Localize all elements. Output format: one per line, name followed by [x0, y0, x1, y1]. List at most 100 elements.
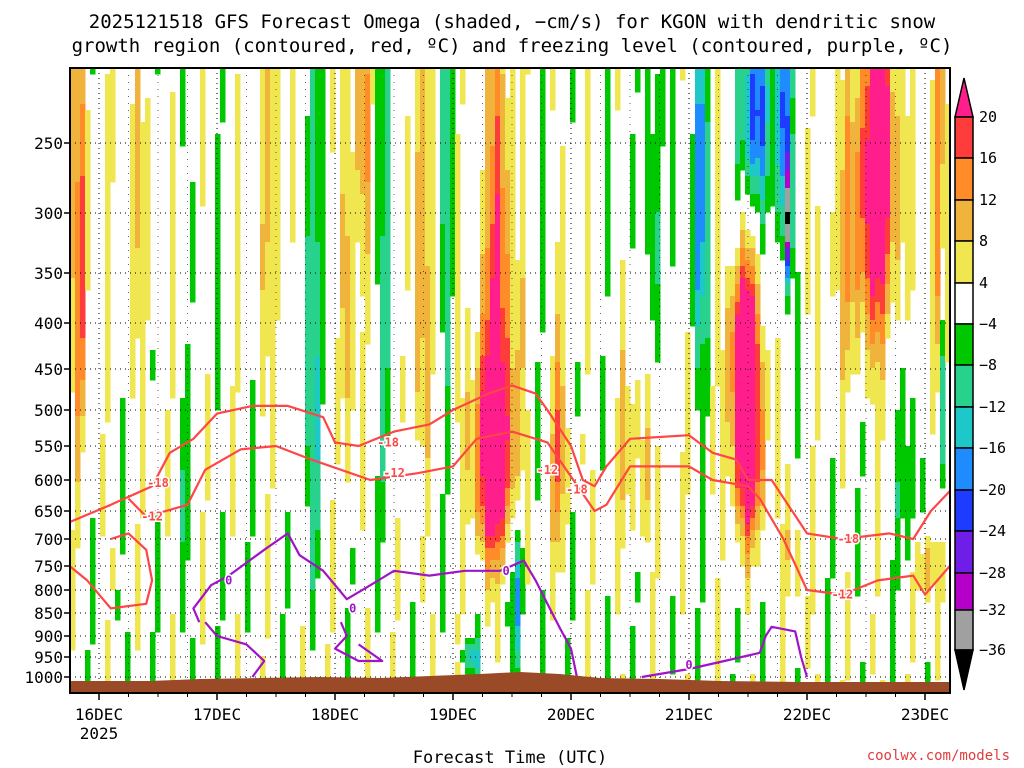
- omega-cell-4323: [585, 212, 591, 219]
- omega-cell-10: [70, 128, 76, 135]
- omega-cell-4179: [560, 248, 566, 255]
- omega-cell-3276: [485, 218, 491, 225]
- omega-cell-2087: [360, 104, 366, 111]
- omega-cell-2322: [380, 320, 386, 327]
- omega-cell-3769: [510, 494, 516, 501]
- omega-cell-4324: [585, 218, 591, 225]
- omega-cell-53: [70, 386, 76, 393]
- omega-cell-2037: [350, 356, 356, 363]
- omega-cell-3619: [500, 578, 506, 585]
- omega-cell-4162: [560, 146, 566, 153]
- omega-cell-4282: [570, 602, 576, 609]
- omega-cell-69: [70, 620, 76, 627]
- omega-cell-2777: [430, 644, 436, 651]
- omega-cell-2696: [425, 392, 431, 399]
- omega-cell-3947: [525, 458, 531, 465]
- omega-cell-1761: [320, 182, 326, 189]
- omega-cell-3322: [485, 494, 491, 501]
- omega-cell-1260: [265, 194, 271, 201]
- omega-cell-4767: [650, 656, 656, 663]
- omega-cell-1360: [270, 362, 276, 369]
- omega-cell-3320: [485, 482, 491, 489]
- omega-cell-3386: [490, 320, 496, 327]
- omega-cell-1403: [275, 200, 281, 207]
- omega-cell-831: [185, 368, 191, 375]
- omega-cell-4232: [560, 566, 566, 573]
- omega-cell-1646: [310, 590, 316, 597]
- omega-cell-1454: [290, 74, 296, 81]
- omega-cell-679: [155, 572, 161, 579]
- omega-cell-3678: [505, 446, 511, 453]
- omega-cell-2617: [420, 362, 426, 369]
- omega-cell-4601: [630, 452, 636, 459]
- omega-cell-1199: [260, 218, 266, 225]
- omega-cell-4202: [560, 386, 566, 393]
- omega-cell-2123: [360, 356, 366, 363]
- omega-cell-4349: [585, 368, 591, 375]
- omega-cell-1936: [345, 170, 351, 177]
- omega-cell-3576: [500, 320, 506, 327]
- omega-cell-4020: [540, 242, 546, 249]
- omega-cell-4177: [560, 236, 566, 243]
- omega-cell-822: [180, 602, 186, 609]
- omega-cell-368: [110, 80, 116, 87]
- omega-cell-3169: [475, 536, 481, 543]
- omega-cell-3264: [485, 146, 491, 153]
- omega-cell-2023: [350, 272, 356, 279]
- omega-cell-3285: [485, 272, 491, 279]
- omega-cell-2282: [380, 80, 386, 87]
- omega-cell-1971: [345, 380, 351, 387]
- omega-cell-4570: [625, 470, 631, 477]
- omega-cell-1604: [310, 338, 316, 345]
- omega-cell-3499: [495, 452, 501, 459]
- omega-cell-958: [215, 146, 221, 153]
- omega-cell-718: [170, 140, 176, 147]
- omega-cell-4382: [590, 554, 596, 561]
- omega-cell-1245: [265, 104, 271, 111]
- omega-cell-661: [150, 656, 156, 663]
- omega-cell-4528: [620, 404, 626, 411]
- omega-cell-1297: [265, 554, 271, 561]
- omega-cell-2774: [430, 626, 436, 633]
- omega-cell-994: [215, 362, 221, 369]
- omega-cell-2741: [430, 188, 436, 195]
- omega-cell-2033: [350, 332, 356, 339]
- omega-cell-1333: [270, 200, 276, 207]
- omega-cell-1911: [340, 350, 346, 357]
- omega-cell-3039: [460, 482, 466, 489]
- omega-cell-499: [135, 164, 141, 171]
- omega-cell-3588: [500, 392, 506, 399]
- omega-cell-1135: [245, 554, 251, 561]
- omega-cell-1889: [340, 218, 346, 225]
- omega-cell-1308: [265, 620, 271, 627]
- omega-cell-4662: [640, 530, 646, 537]
- omega-cell-3143: [475, 380, 481, 387]
- omega-cell-3870: [520, 128, 526, 135]
- omega-cell-230: [85, 182, 91, 189]
- omega-cell-1038: [220, 602, 226, 609]
- omega-cell-217: [80, 446, 86, 453]
- omega-cell-507: [135, 212, 141, 219]
- omega-cell-3509: [495, 512, 501, 519]
- omega-cell-3019: [460, 68, 466, 75]
- omega-cell-312: [105, 176, 111, 183]
- omega-cell-998: [215, 386, 221, 393]
- omega-cell-4728: [650, 170, 656, 177]
- omega-cell-1445: [285, 560, 291, 567]
- omega-cell-3986: [535, 470, 541, 477]
- omega-cell-2060: [355, 116, 361, 123]
- omega-cell-2248: [375, 248, 381, 255]
- omega-cell-2090: [360, 122, 366, 129]
- omega-cell-3629: [505, 152, 511, 159]
- omega-cell-1576: [310, 170, 316, 177]
- omega-cell-4860: [670, 68, 676, 75]
- omega-cell-1946: [345, 230, 351, 237]
- omega-cell-2810: [440, 230, 446, 237]
- omega-cell-223: [85, 140, 91, 147]
- omega-cell-50: [70, 368, 76, 375]
- omega-cell-1467: [290, 152, 296, 159]
- omega-cell-3653: [505, 296, 511, 303]
- omega-cell-972: [215, 230, 221, 237]
- omega-cell-4191: [560, 320, 566, 327]
